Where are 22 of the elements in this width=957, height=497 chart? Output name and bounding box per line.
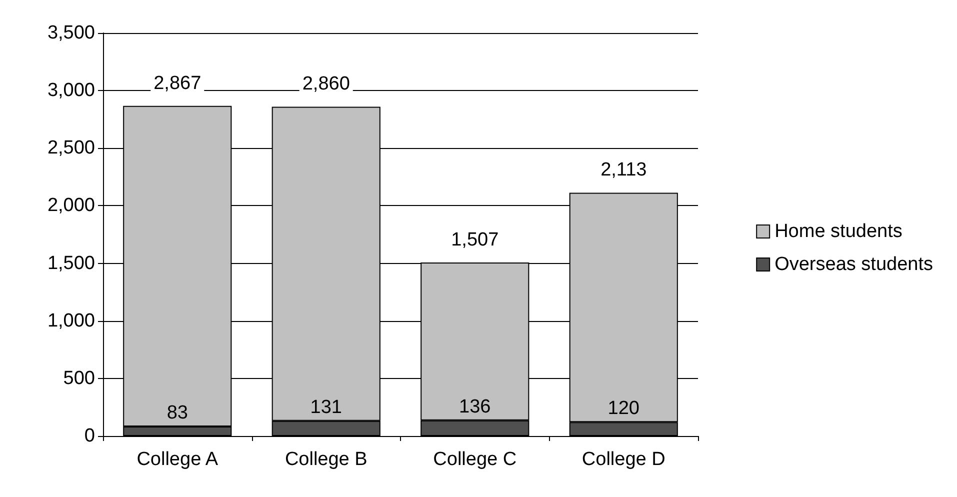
data-label: 131 — [310, 396, 342, 418]
data-label: 83 — [166, 402, 188, 424]
y-tick-label: 0 — [84, 426, 95, 446]
y-tick-label: 3,500 — [47, 22, 95, 44]
y-tick-label: 2,500 — [47, 138, 95, 159]
total-label: 1,507 — [451, 229, 499, 250]
total-label: 2,860 — [302, 74, 350, 95]
y-tick-label: 1,500 — [47, 252, 95, 274]
legend-label: Home students — [774, 221, 902, 242]
data-label: 136 — [459, 396, 491, 418]
x-tick-label: College A — [136, 449, 218, 470]
legend-label: Overseas students — [774, 254, 934, 275]
y-tick-label: 1,000 — [47, 310, 95, 332]
x-tick-label: College C — [433, 449, 517, 470]
x-tick-label: College B — [284, 449, 368, 470]
y-tick-label: 500 — [63, 368, 95, 389]
x-tick-label: College D — [582, 449, 666, 470]
y-tick-label: 2,000 — [47, 195, 95, 216]
data-label: 120 — [608, 398, 640, 420]
total-label: 2,867 — [154, 72, 202, 94]
total-label: 2,113 — [600, 160, 647, 181]
y-tick-label: 3,000 — [47, 80, 95, 102]
